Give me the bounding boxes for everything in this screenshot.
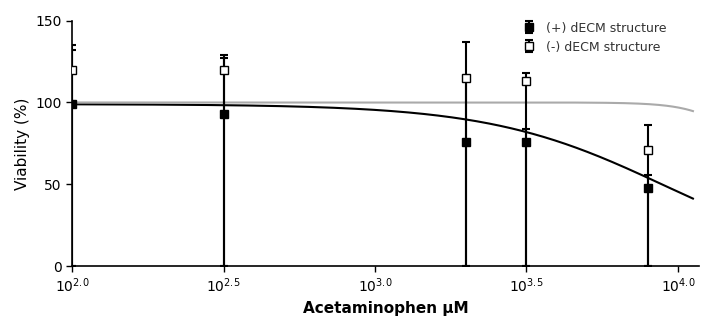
Legend: (+) dECM structure, (-) dECM structure: (+) dECM structure, (-) dECM structure: [517, 22, 666, 54]
X-axis label: Acetaminophen μM: Acetaminophen μM: [303, 301, 468, 316]
Y-axis label: Viability (%): Viability (%): [15, 97, 30, 190]
